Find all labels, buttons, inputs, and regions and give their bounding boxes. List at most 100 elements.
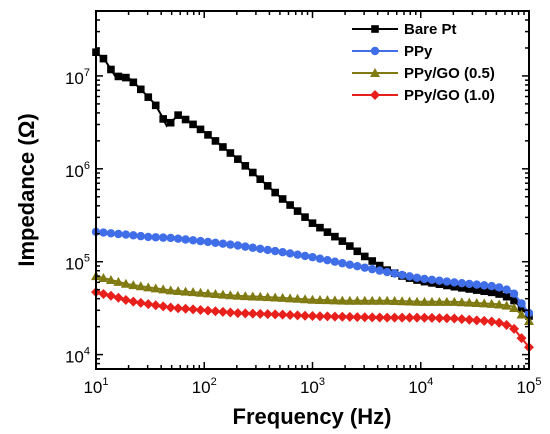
data-point — [353, 247, 362, 256]
legend-label: PPy/GO (0.5) — [404, 65, 495, 82]
data-point — [128, 280, 139, 290]
data-point — [196, 236, 205, 246]
data-point — [165, 302, 176, 313]
data-point — [382, 312, 393, 323]
data-point — [330, 257, 340, 266]
data-point — [404, 312, 415, 323]
data-point — [308, 219, 317, 227]
data-point — [314, 311, 325, 322]
data-point — [113, 276, 124, 286]
data-point — [248, 243, 257, 252]
data-point — [374, 295, 385, 305]
data-point — [501, 319, 512, 330]
data-point — [271, 188, 279, 197]
data-point — [98, 273, 109, 283]
data-point — [435, 276, 444, 285]
x-tick-label: 103 — [300, 376, 325, 397]
y-tick-label: 106 — [65, 160, 90, 181]
data-point — [464, 314, 475, 325]
data-point — [128, 296, 139, 307]
data-point — [486, 316, 497, 327]
data-point — [277, 309, 288, 320]
data-point — [337, 295, 348, 305]
data-point — [360, 263, 369, 272]
legend-marker — [370, 68, 380, 77]
data-point — [174, 111, 182, 119]
data-point — [337, 311, 348, 322]
data-point — [344, 295, 355, 305]
data-point — [217, 306, 228, 317]
data-point — [450, 282, 459, 291]
data-point — [262, 292, 273, 302]
data-point — [352, 312, 363, 323]
data-point — [465, 279, 474, 289]
data-point — [270, 292, 281, 302]
data-point — [195, 304, 206, 315]
data-point — [151, 233, 160, 242]
data-point — [434, 296, 445, 306]
data-point — [293, 207, 302, 215]
data-point — [322, 311, 333, 322]
data-point — [151, 101, 160, 110]
data-point — [114, 229, 123, 239]
data-point — [449, 296, 460, 306]
data-point — [105, 274, 116, 284]
legend-label: PPy — [404, 43, 433, 60]
x-tick-label: 104 — [408, 376, 433, 397]
data-point — [232, 308, 243, 319]
data-point — [292, 310, 303, 321]
data-point — [329, 295, 340, 305]
data-point — [480, 281, 489, 290]
data-point — [225, 290, 236, 300]
data-point — [397, 296, 408, 306]
data-point — [195, 287, 206, 297]
x-tick-label: 102 — [192, 376, 217, 397]
data-point — [389, 312, 400, 323]
data-point — [307, 294, 318, 304]
data-point — [517, 304, 526, 313]
data-point — [270, 246, 280, 256]
data-point — [487, 288, 496, 297]
x-tick-label: 101 — [83, 376, 108, 397]
data-point — [158, 233, 168, 242]
data-point — [456, 297, 467, 307]
data-point — [516, 333, 527, 344]
data-point — [285, 310, 296, 321]
x-tick-label: 105 — [516, 376, 541, 397]
data-point — [99, 54, 108, 63]
data-point — [277, 292, 288, 302]
data-point — [434, 313, 445, 324]
data-point — [240, 291, 251, 301]
data-point — [412, 312, 423, 323]
data-point — [262, 309, 273, 320]
data-point — [382, 295, 393, 305]
data-point — [232, 290, 243, 300]
data-point — [136, 85, 145, 94]
data-point — [136, 231, 145, 241]
data-point — [150, 300, 161, 311]
data-point — [129, 78, 138, 87]
data-point — [471, 315, 482, 326]
data-point — [458, 284, 466, 292]
data-point — [159, 115, 167, 123]
legend-marker — [371, 25, 379, 33]
data-point — [405, 272, 414, 281]
data-point — [449, 313, 460, 324]
y-tick-label: 104 — [65, 346, 90, 367]
data-point — [368, 257, 377, 265]
data-point — [397, 312, 408, 323]
data-point — [219, 143, 227, 151]
data-point — [99, 228, 108, 237]
data-point — [285, 249, 295, 258]
data-point — [441, 313, 452, 324]
data-point — [464, 297, 475, 307]
data-point — [263, 182, 272, 190]
data-point — [471, 298, 482, 308]
data-point — [374, 312, 385, 323]
data-point — [389, 295, 400, 305]
data-point — [180, 286, 191, 296]
data-point — [479, 315, 490, 326]
data-point — [173, 286, 184, 296]
data-point — [308, 252, 317, 262]
data-point — [300, 251, 310, 261]
